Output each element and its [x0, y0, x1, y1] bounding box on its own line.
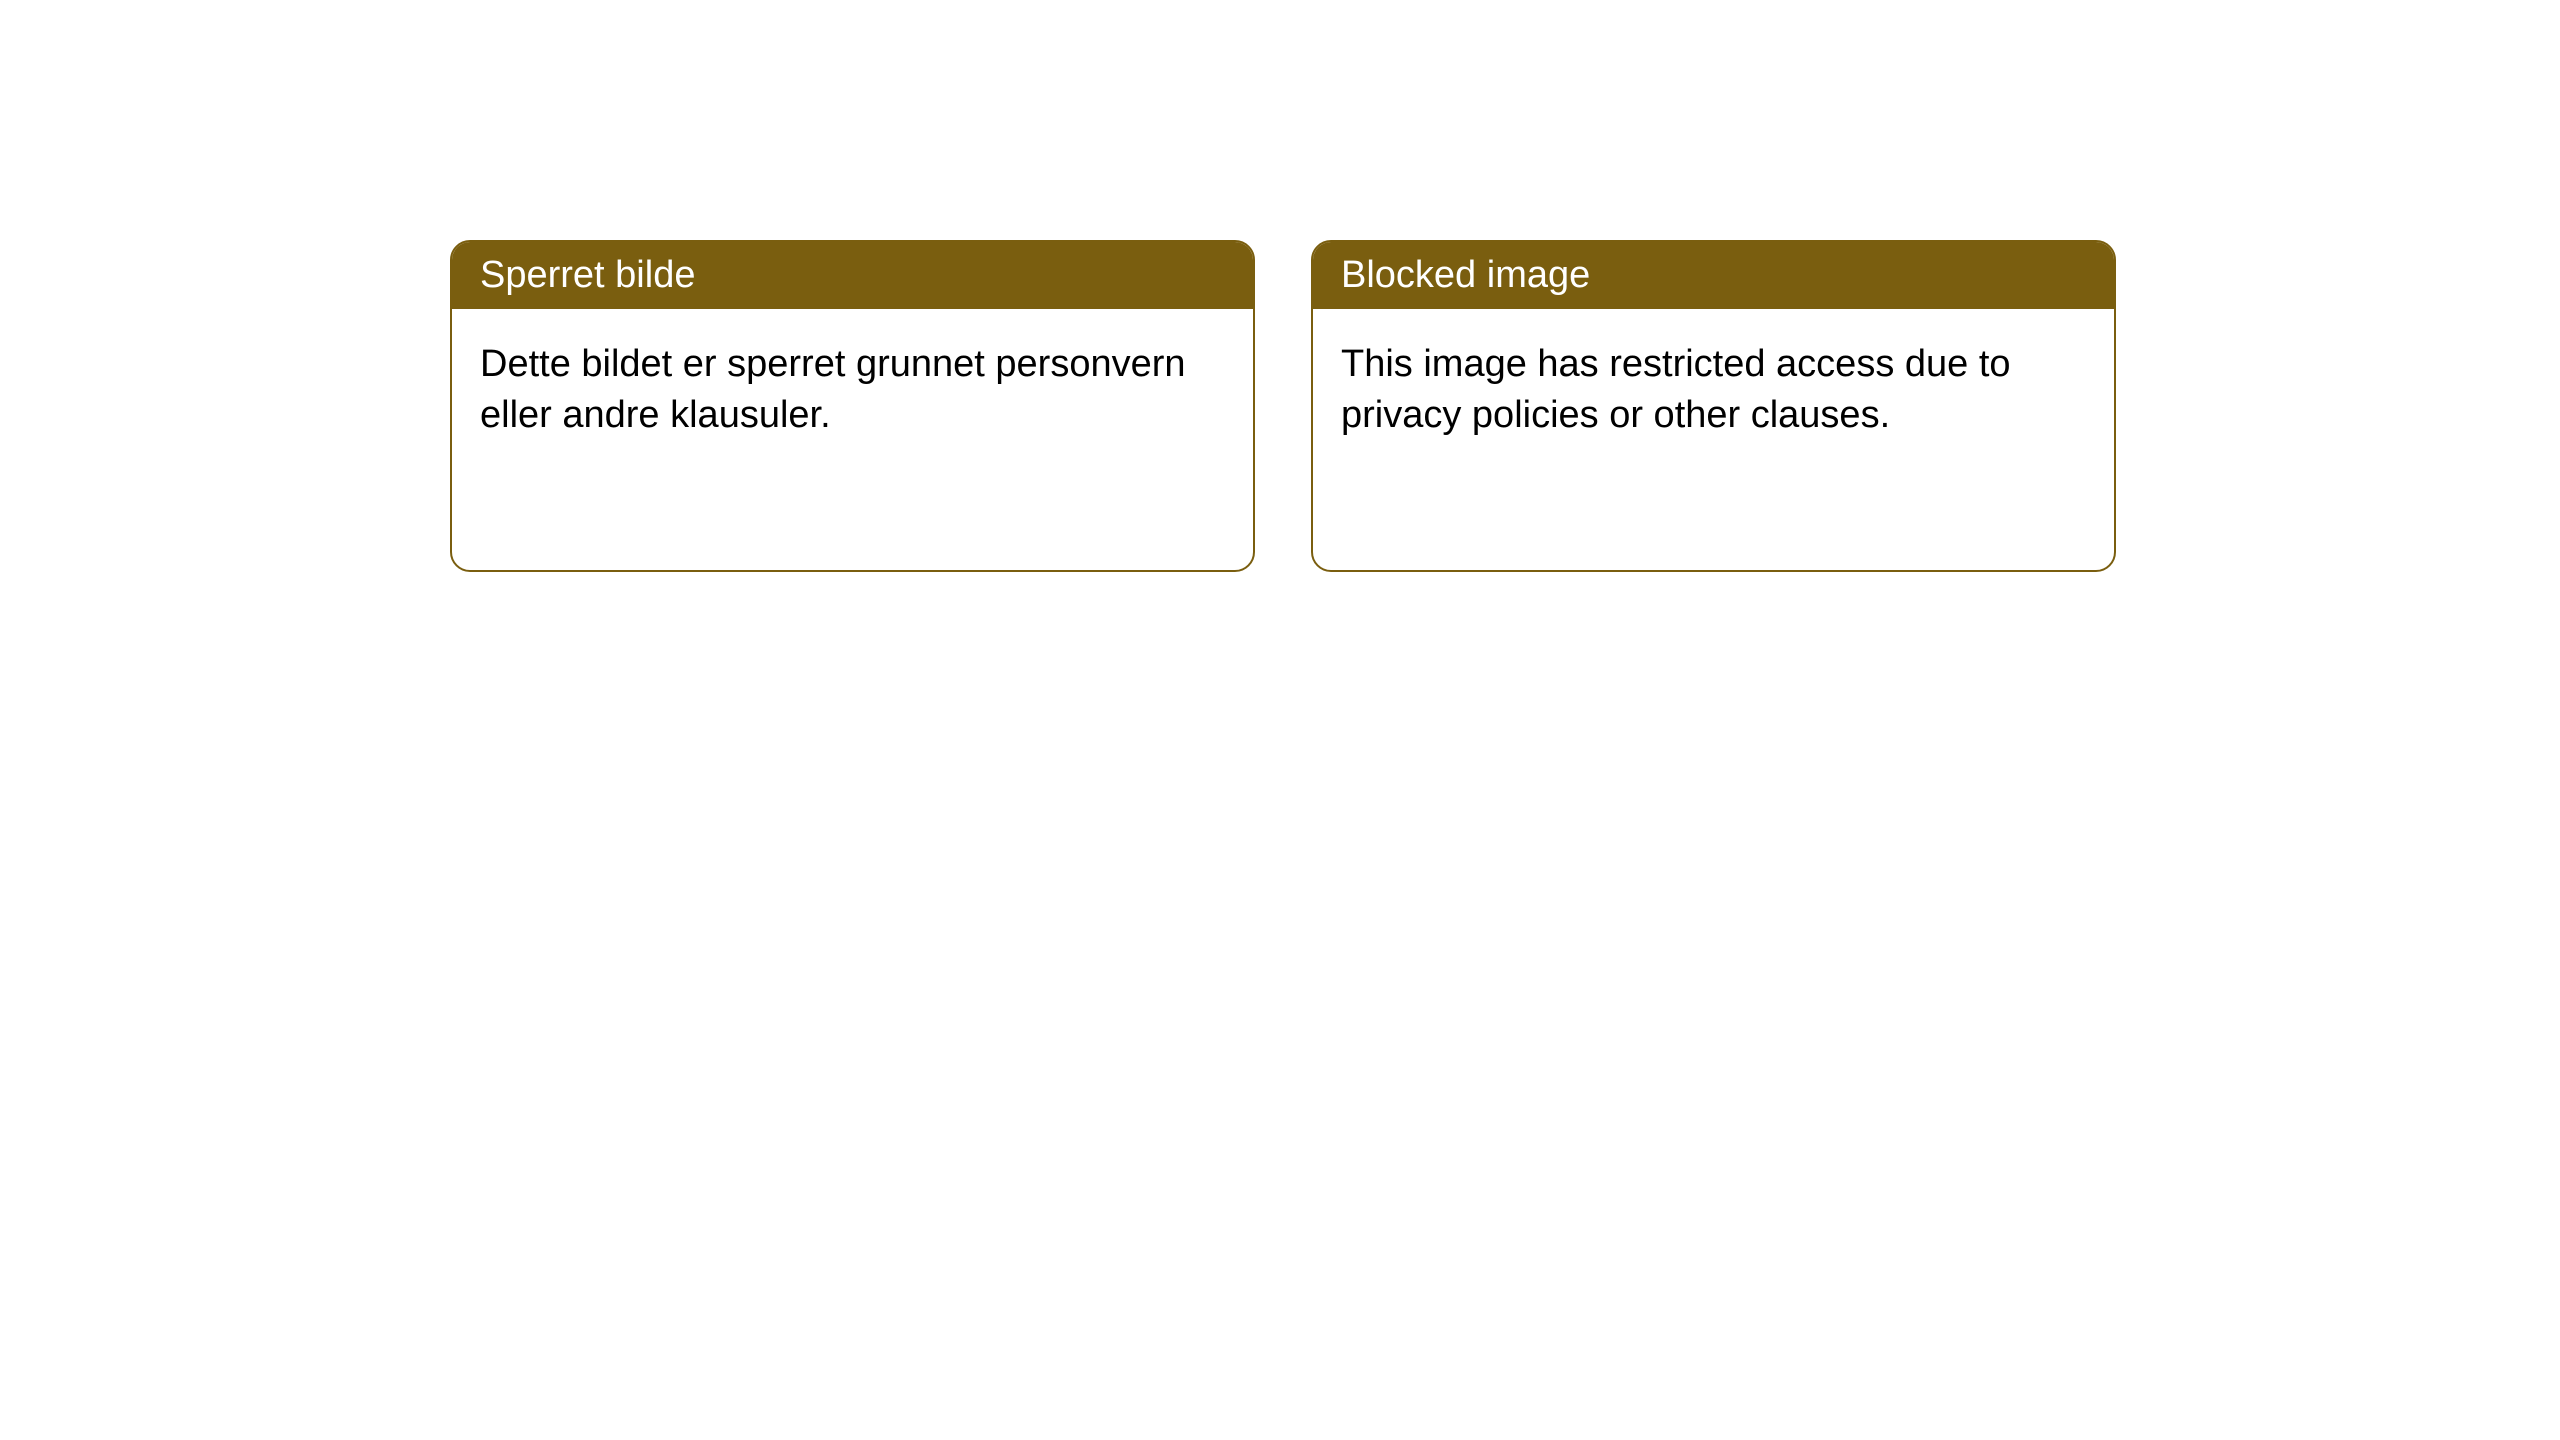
notice-title: Sperret bilde	[452, 242, 1253, 309]
notice-title: Blocked image	[1313, 242, 2114, 309]
notice-body: Dette bildet er sperret grunnet personve…	[452, 309, 1253, 472]
notice-card-english: Blocked image This image has restricted …	[1311, 240, 2116, 572]
notice-container: Sperret bilde Dette bildet er sperret gr…	[0, 0, 2560, 572]
notice-card-norwegian: Sperret bilde Dette bildet er sperret gr…	[450, 240, 1255, 572]
notice-body: This image has restricted access due to …	[1313, 309, 2114, 472]
